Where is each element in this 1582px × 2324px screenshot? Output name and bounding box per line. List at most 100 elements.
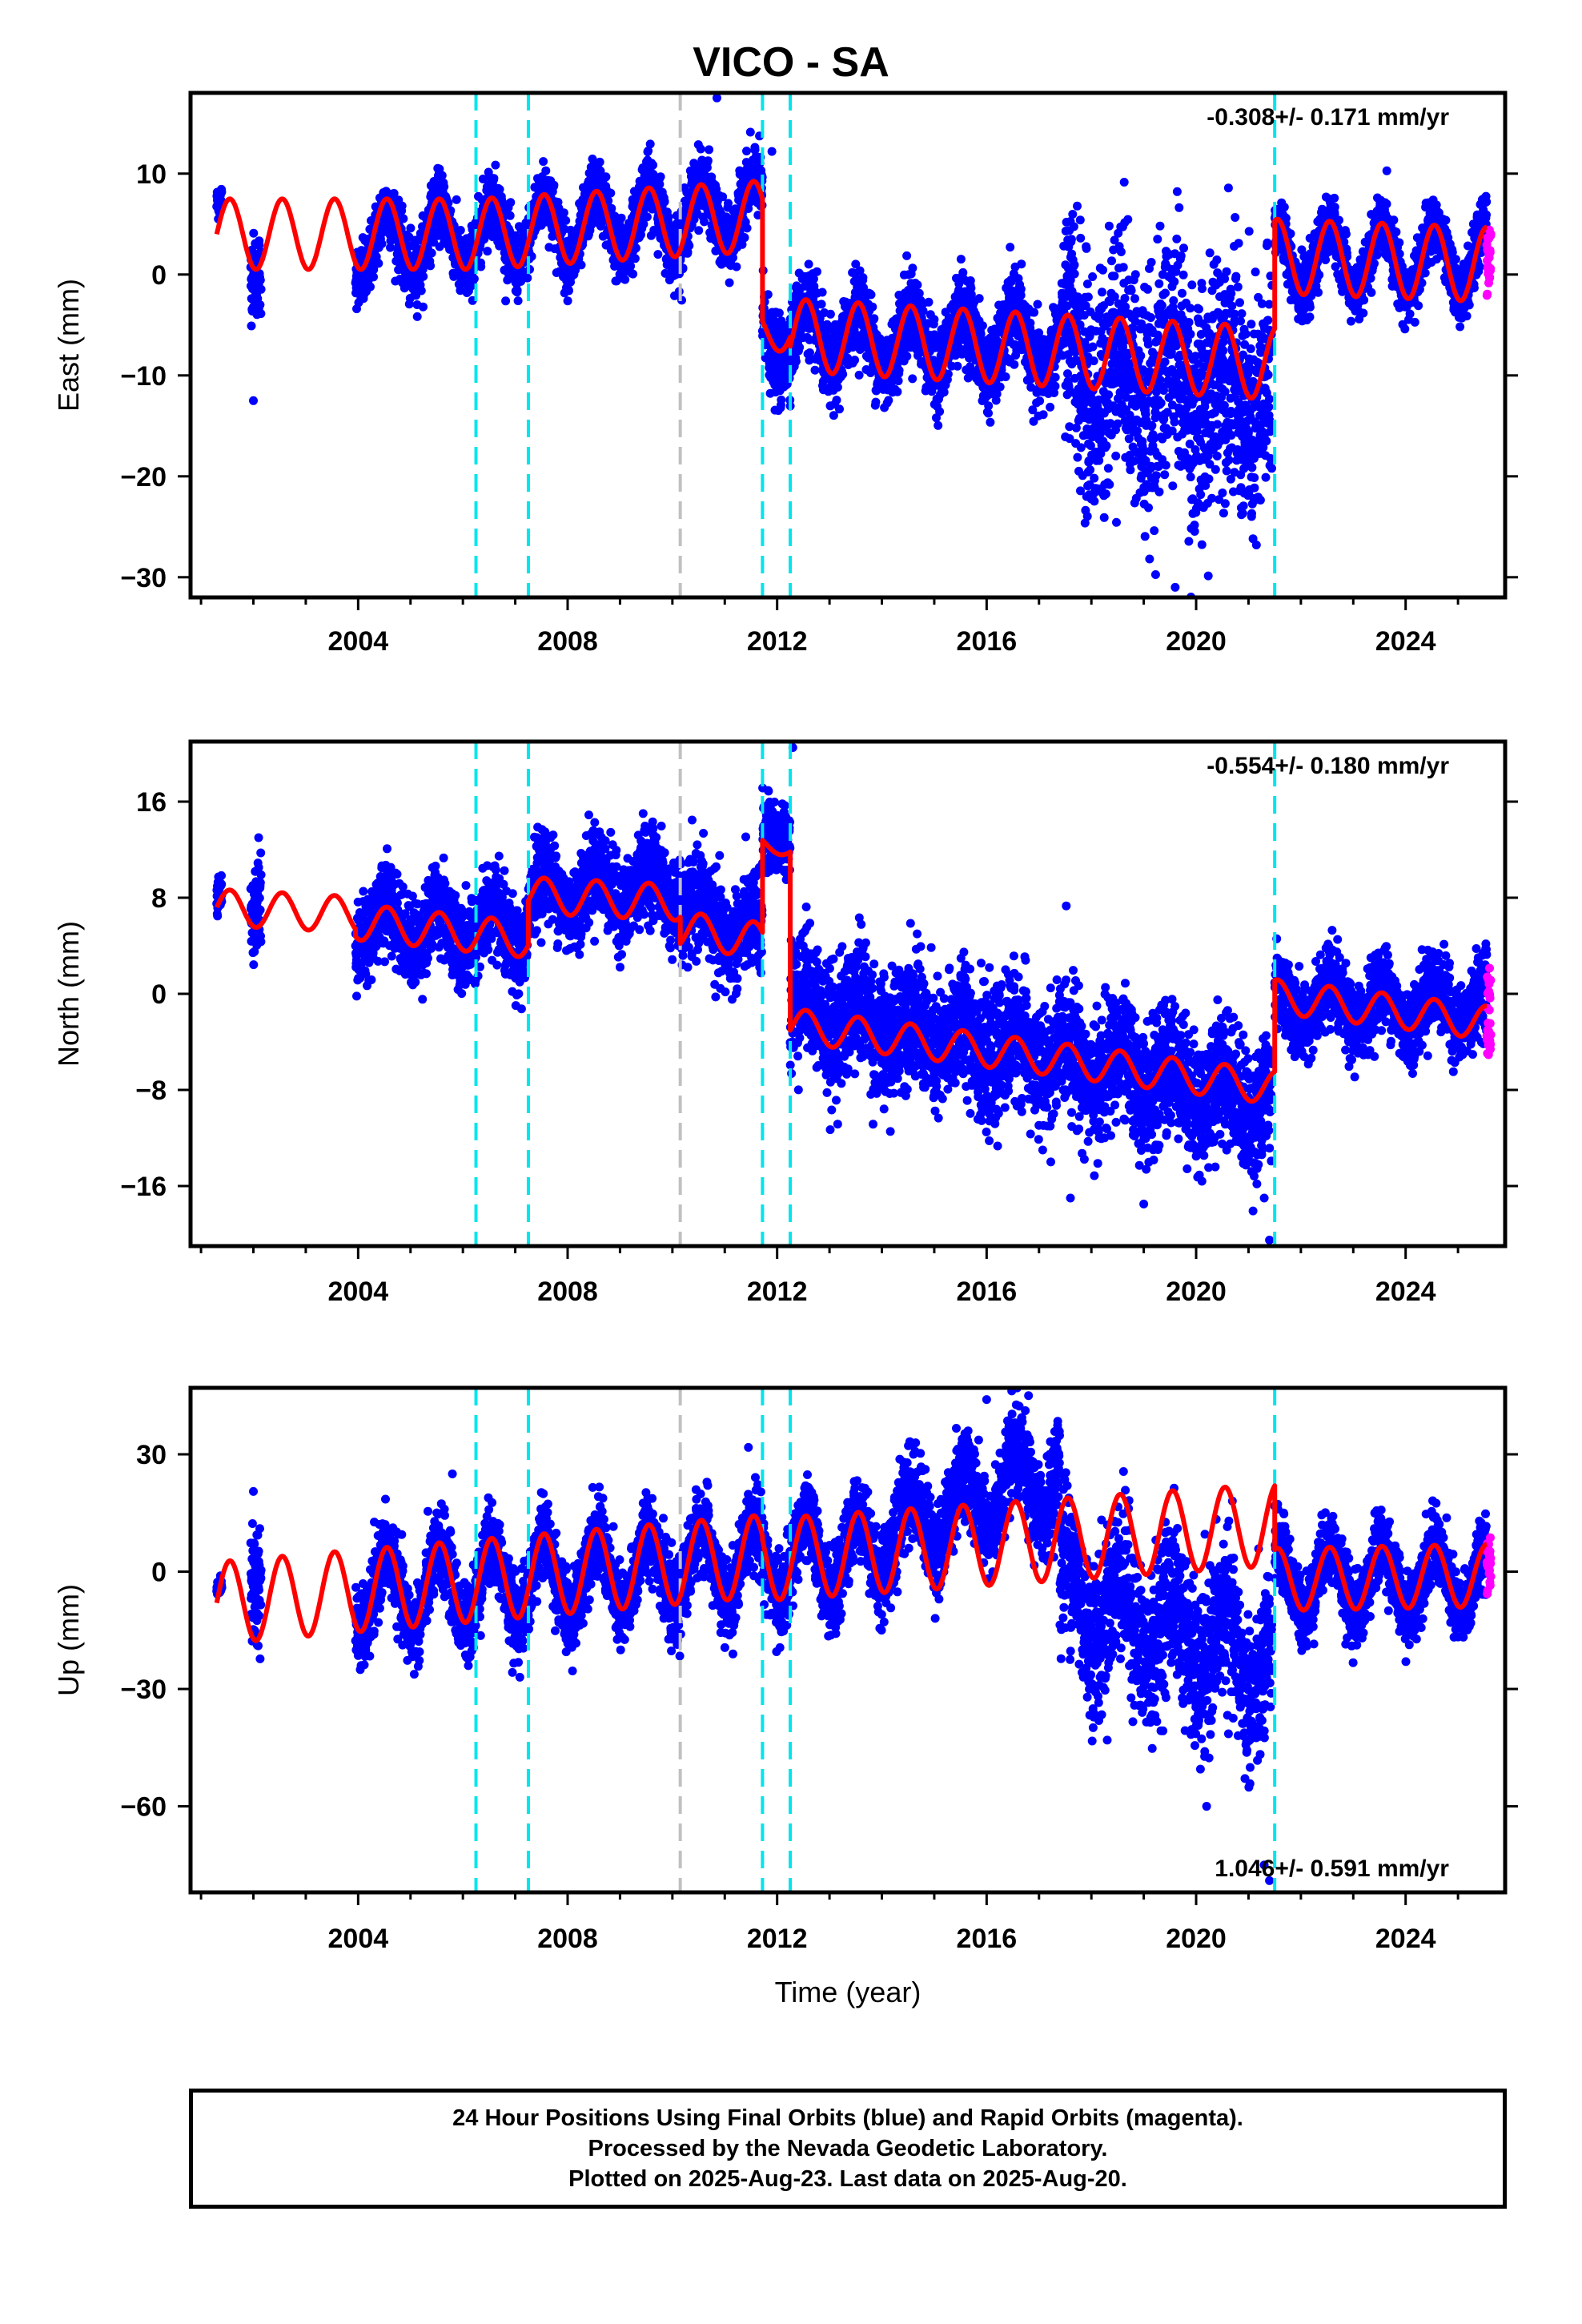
data-point — [724, 199, 733, 208]
data-point — [1073, 201, 1082, 211]
data-point — [902, 251, 912, 260]
data-point — [563, 296, 572, 306]
panel-east: 2004 2008 2012 2016 2020 2024100−10−20−30East… — [52, 90, 1518, 657]
data-point — [995, 382, 1005, 392]
data-point — [1090, 473, 1099, 483]
data-point — [1006, 243, 1015, 252]
data-point — [817, 287, 827, 297]
data-point — [1104, 221, 1114, 231]
data-point — [1098, 265, 1107, 275]
data-point — [978, 321, 987, 331]
data-point — [1050, 381, 1060, 391]
data-point — [832, 396, 841, 405]
data-point — [703, 156, 713, 166]
data-point — [833, 383, 842, 392]
data-point — [371, 252, 381, 261]
data-point — [523, 273, 532, 283]
data-point — [935, 407, 945, 416]
data-point — [1076, 233, 1086, 243]
data-point — [986, 417, 995, 427]
data-point — [406, 223, 416, 233]
data-point — [374, 259, 383, 268]
data-point — [1016, 284, 1026, 294]
data-point — [489, 174, 499, 183]
data-point — [1098, 287, 1106, 297]
data-point — [377, 239, 387, 248]
data-point — [1076, 443, 1086, 452]
data-point — [495, 185, 504, 194]
data-point — [1119, 178, 1129, 187]
data-point — [412, 312, 422, 321]
data-point — [1126, 286, 1136, 296]
data-point — [795, 343, 805, 352]
data-point — [742, 147, 751, 156]
chart-title: VICO - SA — [0, 38, 1582, 86]
data-point — [1030, 308, 1039, 317]
data-point — [606, 188, 616, 198]
data-point — [366, 282, 375, 292]
data-point — [1089, 356, 1098, 366]
data-point — [660, 197, 669, 207]
data-point — [256, 309, 266, 319]
data-point — [1082, 279, 1092, 289]
data-point — [1033, 300, 1042, 309]
data-point — [456, 226, 465, 235]
data-point — [1068, 210, 1078, 219]
data-point — [440, 182, 449, 191]
data-point — [1126, 465, 1135, 475]
data-point — [1088, 272, 1098, 281]
data-point — [1118, 263, 1128, 272]
data-point — [1083, 292, 1093, 302]
data-point — [1104, 390, 1114, 400]
data-point — [217, 187, 227, 197]
data-point — [1075, 215, 1085, 225]
data-point — [426, 261, 436, 271]
data-point — [1102, 441, 1111, 451]
data-point — [1010, 360, 1019, 369]
data-point — [256, 284, 266, 294]
data-point — [1050, 372, 1060, 382]
data-point — [894, 366, 904, 375]
data-point — [1038, 410, 1048, 420]
data-point — [696, 144, 705, 154]
data-point — [1120, 294, 1130, 303]
data-point — [429, 237, 439, 247]
data-point — [774, 308, 784, 318]
data-point — [416, 286, 426, 296]
data-point — [595, 157, 604, 167]
data-point — [804, 259, 813, 269]
data-point — [620, 275, 630, 284]
data-point — [868, 302, 877, 312]
data-point — [705, 145, 714, 155]
data-point — [913, 280, 922, 290]
data-point — [512, 285, 522, 295]
data-point — [397, 201, 407, 211]
data-point — [930, 315, 939, 324]
data-point — [777, 395, 786, 404]
data-point — [559, 208, 568, 218]
data-point — [642, 212, 652, 222]
data-point — [645, 139, 655, 149]
data-point — [1070, 260, 1079, 270]
data-point — [539, 157, 548, 167]
data-point — [1110, 271, 1119, 281]
data-point — [700, 217, 709, 227]
data-point — [1069, 222, 1078, 231]
data-point — [483, 247, 492, 256]
data-point — [616, 213, 626, 223]
data-point — [858, 273, 868, 283]
data-point — [419, 302, 428, 312]
data-point — [732, 262, 741, 271]
data-point — [850, 356, 860, 365]
data-point — [399, 214, 408, 223]
data-point — [838, 369, 848, 379]
data-point — [1107, 256, 1116, 266]
data-point — [1082, 243, 1091, 253]
data-point — [1073, 452, 1082, 462]
data-point — [389, 189, 399, 198]
data-point — [1017, 259, 1026, 269]
data-point — [740, 233, 749, 243]
data-point — [255, 275, 265, 285]
data-point — [1086, 465, 1095, 475]
